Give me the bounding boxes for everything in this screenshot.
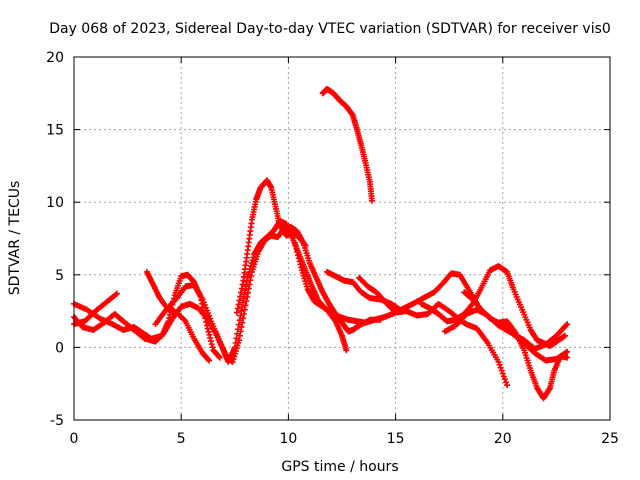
data-point — [240, 315, 247, 322]
y-tick-label: 0 — [55, 340, 64, 356]
axis-ticks: 0 5 10 15 20 25 -5 0 5 10 15 20 — [46, 50, 619, 447]
data-point — [497, 364, 504, 371]
data-point — [237, 328, 244, 335]
x-tick-label: 5 — [177, 431, 186, 447]
data-point — [236, 332, 243, 339]
data-point — [296, 258, 303, 265]
data-point — [245, 285, 252, 292]
data-point — [205, 356, 212, 363]
x-axis-label: GPS time / hours — [281, 459, 398, 475]
data-point — [236, 337, 243, 344]
series-track-14 — [499, 321, 571, 352]
data-point — [503, 379, 510, 386]
data-point — [181, 317, 188, 324]
data-point — [291, 239, 298, 246]
data-point — [504, 382, 511, 389]
data-point — [498, 367, 505, 374]
data-point — [243, 298, 250, 305]
data-point — [206, 331, 213, 338]
data-point — [301, 241, 308, 248]
data-point — [499, 370, 506, 377]
grid-lines — [74, 57, 610, 420]
x-tick-label: 0 — [70, 431, 79, 447]
data-point — [297, 261, 304, 268]
data-point — [113, 290, 120, 297]
y-tick-label: 20 — [46, 50, 64, 66]
data-point — [209, 344, 216, 351]
data-point — [207, 334, 214, 341]
data-point — [369, 197, 376, 204]
data-point — [237, 289, 244, 296]
plot-frame — [73, 56, 611, 421]
data-point — [237, 293, 244, 300]
data-point — [216, 354, 223, 361]
data-point — [292, 242, 299, 249]
chart-title: Day 068 of 2023, Sidereal Day-to-day VTE… — [49, 21, 611, 37]
data-point — [233, 309, 240, 316]
data-point — [238, 324, 245, 331]
y-tick-label: -5 — [50, 413, 64, 429]
data-point — [238, 285, 245, 292]
data-point — [204, 325, 211, 332]
data-point — [242, 302, 249, 309]
data-point — [343, 347, 350, 354]
data-point — [561, 332, 568, 339]
data-point — [241, 306, 248, 313]
data-point — [293, 246, 300, 253]
data-point — [236, 297, 243, 304]
data-point — [247, 277, 254, 284]
series-track-4 — [143, 268, 213, 364]
series-track-8 — [319, 85, 376, 204]
data-point — [295, 255, 302, 262]
data-point — [377, 316, 384, 323]
y-tick-label: 5 — [55, 268, 64, 284]
data-point — [295, 252, 302, 259]
data-point — [239, 319, 246, 326]
x-tick-label: 20 — [494, 431, 512, 447]
data-point — [205, 328, 212, 335]
data-point — [495, 358, 502, 365]
data-point — [235, 301, 242, 308]
data-point — [302, 242, 309, 249]
data-point — [207, 338, 214, 345]
data-point — [246, 281, 253, 288]
data-point — [244, 293, 251, 300]
x-tick-label: 25 — [601, 431, 619, 447]
data-point — [500, 373, 507, 380]
series-track-7 — [291, 239, 350, 354]
data-point — [215, 353, 222, 360]
y-axis-label: SDTVAR / TECUs — [7, 181, 23, 296]
data-point — [206, 357, 213, 364]
data-point — [208, 341, 215, 348]
data-point — [564, 348, 571, 355]
x-tick-label: 10 — [279, 431, 297, 447]
data-point — [244, 289, 251, 296]
data-point — [496, 361, 503, 368]
data-point — [239, 281, 246, 288]
x-tick-label: 15 — [387, 431, 405, 447]
data-point — [564, 354, 571, 361]
data-point — [240, 311, 247, 318]
series-track-6 — [233, 177, 309, 316]
data-point — [234, 305, 241, 312]
data-point — [564, 321, 571, 328]
y-tick-label: 15 — [46, 123, 64, 139]
y-tick-label: 10 — [46, 195, 64, 211]
data-point — [294, 249, 301, 256]
data-point — [248, 273, 255, 280]
data-point — [501, 376, 508, 383]
